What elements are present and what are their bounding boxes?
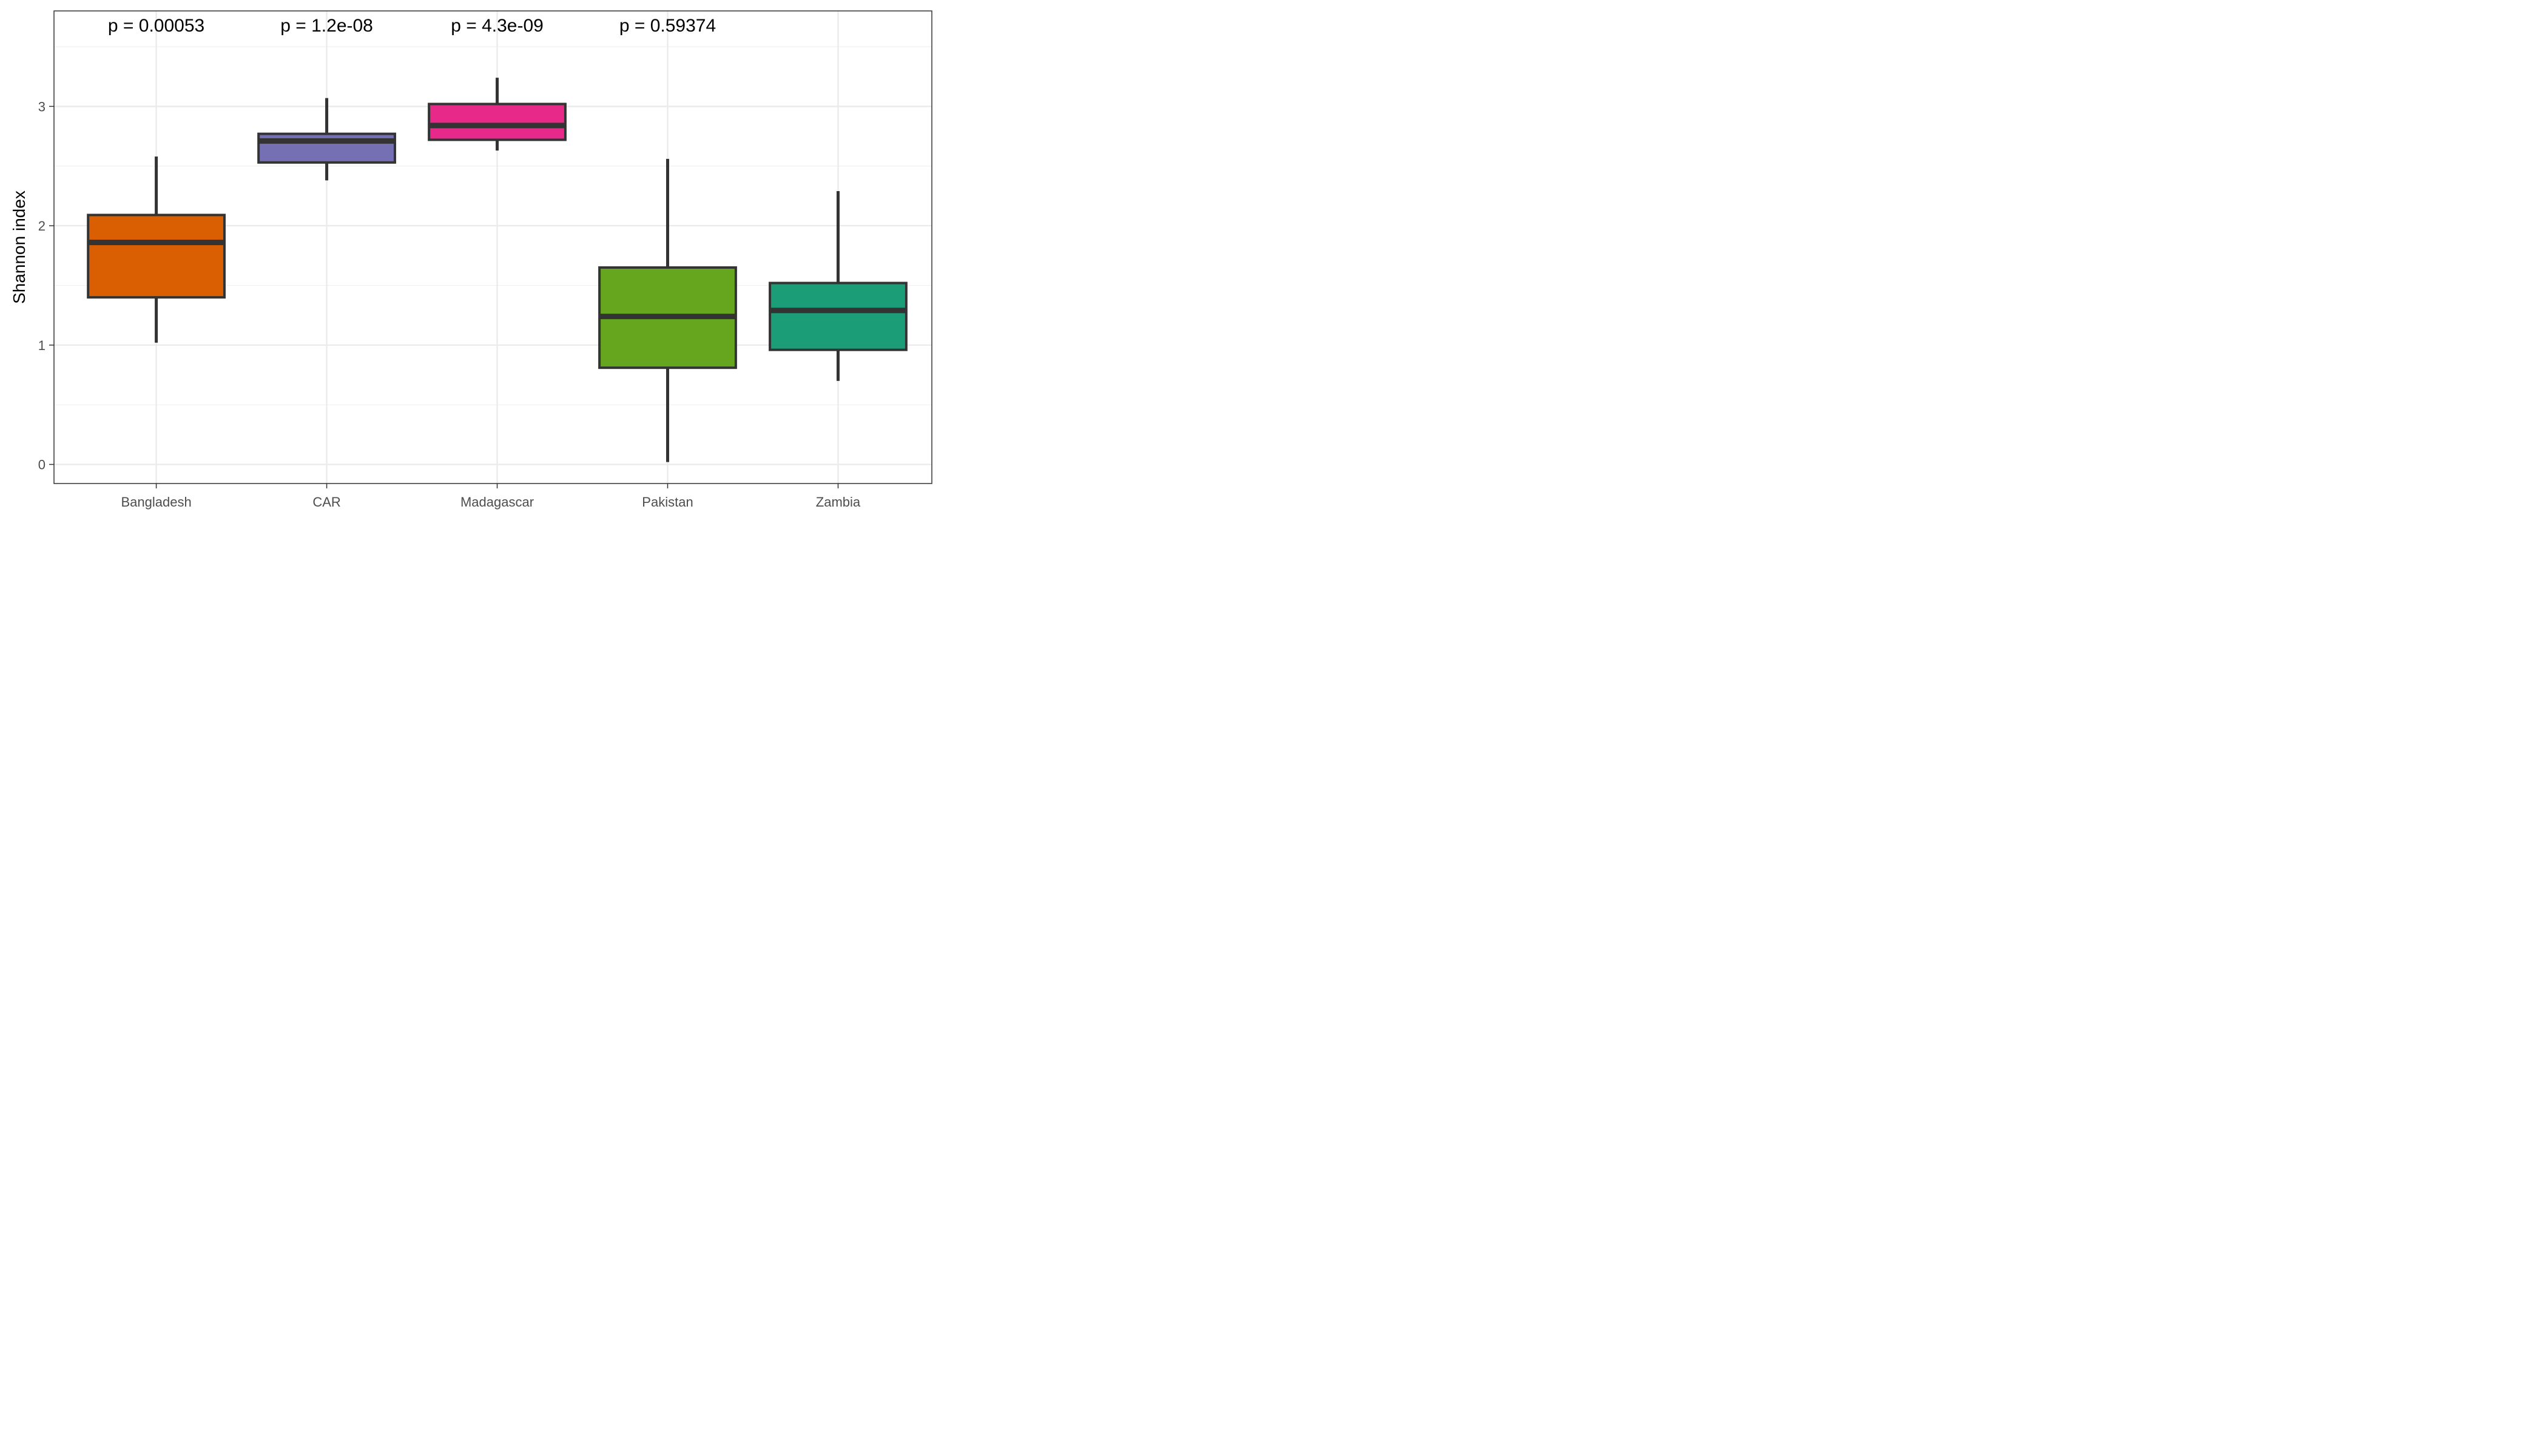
x-tick-label: Madagascar [460,494,534,510]
p-value-label: p = 4.3e-09 [451,16,544,36]
boxes [87,78,908,462]
box-body [87,214,226,299]
chart: p = 0.00053 p = 1.2e-08 p = 4.3e-09 p = 0.5… [10,10,932,510]
box-pakistan [598,158,737,462]
plot-panel-border [53,10,932,484]
y-tick-label: 2 [38,218,46,234]
box-body [257,132,396,164]
box-body [428,103,567,141]
y-tick-label: 3 [38,99,46,114]
box-bangladesh [87,156,226,343]
y-axis-title: Shannon index [10,190,29,304]
box-car [257,98,396,181]
box-madagascar [428,78,567,151]
p-value-annotations: p = 0.00053 p = 1.2e-08 p = 4.3e-09 p = 0.5… [108,16,716,36]
y-tick-label: 1 [38,338,46,353]
box-zambia [769,191,908,381]
p-value-label: p = 1.2e-08 [280,16,373,36]
y-axis: 0 1 2 3 [38,99,54,473]
x-tick-label: Bangladesh [121,494,191,510]
box-body [769,281,908,351]
x-tick-label: CAR [312,494,340,510]
x-tick-label: Zambia [816,494,861,510]
x-axis: Bangladesh CAR Madagascar Pakistan Zambia [121,484,861,510]
x-tick-label: Pakistan [642,494,693,510]
y-tick-label: 0 [38,457,46,473]
p-value-label: p = 0.00053 [108,16,204,36]
p-value-label: p = 0.59374 [619,16,716,36]
